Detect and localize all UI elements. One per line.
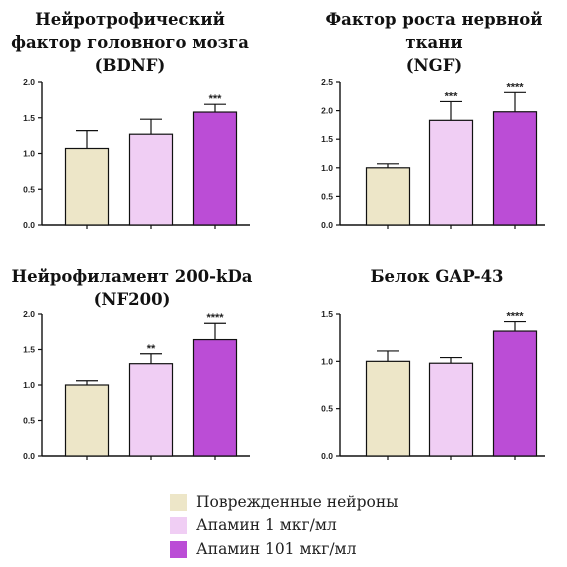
- chart-title-line: (NGF): [406, 56, 463, 75]
- chart-panel-4: Белок GAP-43 0.0 0.5 1.0 1.5 ****: [321, 267, 545, 461]
- bar-2: [128, 133, 174, 226]
- chart-title-line: ткани: [405, 33, 462, 52]
- legend-swatch-1: [170, 494, 187, 511]
- legend-label-3: Апамин 101 мкг/мл: [196, 540, 357, 558]
- y-tick-label: 2.5: [321, 77, 333, 87]
- significance-marker: ****: [506, 311, 524, 323]
- chart-title-line: (BDNF): [95, 56, 166, 75]
- legend-label-1: Поврежденные нейроны: [196, 493, 399, 511]
- bar-3: [492, 111, 538, 226]
- chart-title-line: Нейрофиламент 200-kDa: [12, 267, 253, 286]
- y-tick-label: 1.5: [321, 134, 333, 144]
- bar-1: [64, 384, 110, 457]
- y-tick-label: 2.0: [23, 309, 35, 319]
- chart-panel-1: Нейротрофический фактор головного мозга (B…: [11, 10, 250, 230]
- bar-1: [365, 360, 411, 457]
- bar-3: [492, 330, 538, 457]
- y-tick-label: 0.5: [23, 184, 35, 194]
- significance-marker: ***: [209, 93, 223, 105]
- chart-title-line: Белок GAP-43: [370, 267, 503, 286]
- legend: Поврежденные нейроны Апамин 1 мкг/мл Апами…: [170, 493, 399, 558]
- y-tick-label: 1.0: [23, 380, 35, 390]
- legend-swatch-2: [170, 517, 187, 534]
- y-tick-label: 0.5: [321, 404, 333, 414]
- y-tick-label: 0.5: [321, 191, 333, 201]
- bar-2: [428, 362, 474, 457]
- y-tick-label: 0.5: [23, 416, 35, 426]
- bar-2: [428, 119, 474, 226]
- significance-marker: ****: [506, 81, 524, 93]
- bar-1: [365, 167, 411, 226]
- chart-title-line: (NF200): [94, 290, 171, 309]
- y-tick-label: 1.5: [23, 345, 35, 355]
- y-tick-label: 1.5: [23, 113, 35, 123]
- significance-marker: ****: [206, 312, 224, 324]
- y-tick-label: 0.0: [23, 220, 35, 230]
- chart-panel-3: Нейрофиламент 200-kDa (NF200) 0.0 0.5 1.0 1.5…: [12, 267, 253, 461]
- significance-marker: ***: [445, 90, 459, 102]
- y-tick-label: 0.0: [23, 451, 35, 461]
- bar-3: [192, 111, 238, 226]
- chart-title-line: фактор головного мозга: [11, 33, 249, 52]
- chart-title-line: Фактор роста нервной: [326, 10, 543, 29]
- y-tick-label: 0.0: [321, 451, 333, 461]
- y-tick-label: 1.5: [321, 309, 333, 319]
- legend-swatch-3: [170, 541, 187, 558]
- legend-label-2: Апамин 1 мкг/мл: [196, 516, 337, 534]
- y-tick-label: 2.0: [23, 77, 35, 87]
- y-tick-label: 1.0: [321, 163, 333, 173]
- y-tick-label: 1.0: [321, 356, 333, 366]
- y-tick-label: 0.0: [321, 220, 333, 230]
- chart-title-line: Нейротрофический: [35, 10, 225, 29]
- y-tick-label: 2.0: [321, 106, 333, 116]
- bar-1: [64, 147, 110, 226]
- chart-panel-2: Фактор роста нервной ткани (NGF) 0.0 0.5 1.0 1…: [321, 10, 545, 230]
- y-tick-label: 1.0: [23, 149, 35, 159]
- bar-2: [128, 363, 174, 457]
- significance-marker: **: [147, 343, 156, 355]
- bar-3: [192, 338, 238, 457]
